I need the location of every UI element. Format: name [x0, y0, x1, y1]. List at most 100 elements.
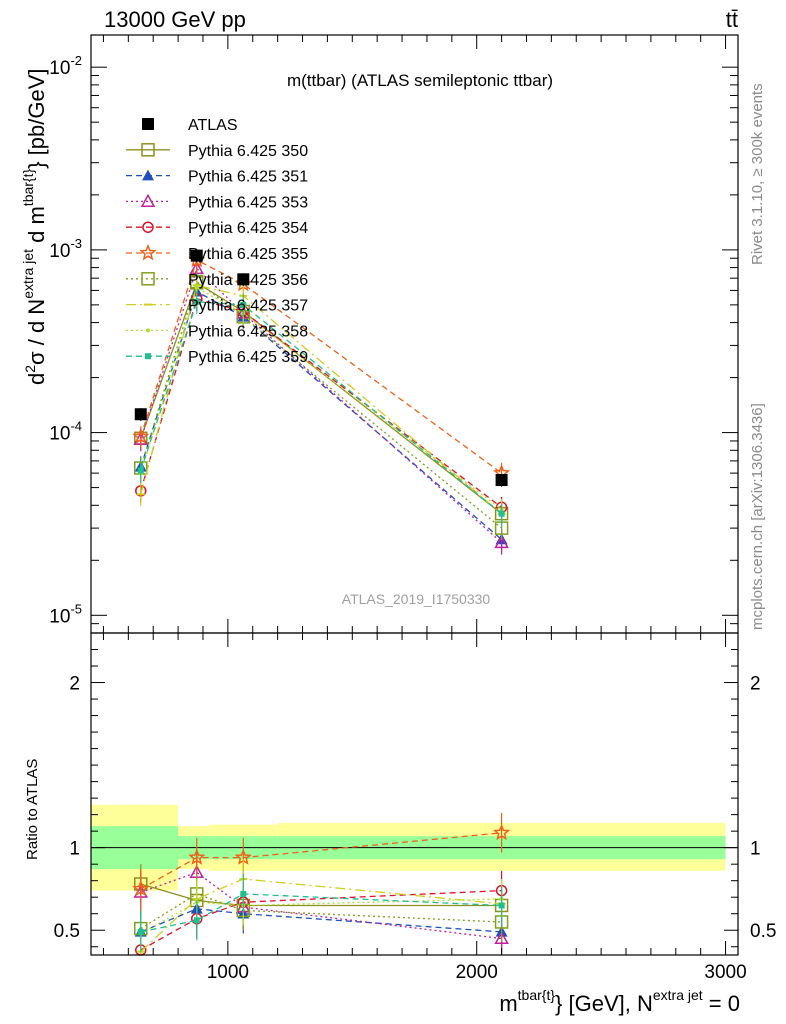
- ylabel-sigma: σ / d N: [24, 299, 49, 365]
- marker: [145, 353, 151, 360]
- ratio-ylabel: Ratio to ATLAS: [24, 759, 41, 860]
- y-tick-label-base: 10: [49, 424, 70, 445]
- marker: [132, 879, 150, 897]
- rivet-label: Rivet 3.1.10, ≥ 300k events: [749, 83, 766, 265]
- y-tick-label: 10-4: [49, 419, 82, 445]
- ratio-line: [140, 878, 502, 953]
- legend-entry: Pythia 6.425 358: [126, 323, 308, 340]
- marker: [146, 328, 150, 333]
- series-pythia-6.425-359: [137, 291, 505, 526]
- legend-label: Pythia 6.425 357: [188, 298, 308, 315]
- series-line: [140, 301, 503, 515]
- series-line: [140, 280, 503, 529]
- header-right: tt̄: [726, 7, 738, 32]
- ratio-series-pythia-6.425-359: [137, 874, 505, 952]
- marker: [141, 272, 155, 286]
- legend-label: Pythia 6.425 359: [188, 349, 308, 366]
- y-tick-label-exp: -3: [70, 236, 82, 251]
- legend-label: ATLAS: [188, 117, 238, 134]
- xlabel-extra: extra jet: [653, 987, 703, 1003]
- series-pythia-6.425-351: [134, 281, 508, 552]
- marker: [137, 467, 144, 474]
- legend-entry: Pythia 6.425 357: [126, 298, 308, 315]
- marker: [142, 169, 154, 181]
- legend-entry: ATLAS: [142, 117, 238, 134]
- marker: [193, 298, 200, 305]
- marker: [494, 930, 509, 945]
- marker: [493, 823, 511, 841]
- marker: [495, 474, 508, 487]
- ratio-frame: [90, 632, 739, 956]
- ylabel-sup2: 2: [22, 365, 38, 373]
- ratio-line: [140, 832, 502, 890]
- marker: [498, 510, 505, 517]
- ratio-axes: 0.5 0.5 1 1 2 2 1000 2000 3000: [54, 632, 776, 983]
- ratio-y-tick-label-right: 1: [750, 839, 761, 860]
- ratio-y-tick-label-right: 0.5: [750, 921, 776, 942]
- legend-entry: Pythia 6.425 354: [126, 220, 308, 237]
- y-tick-label-exp: -5: [70, 601, 82, 616]
- marker: [240, 890, 247, 897]
- plot-title: m(ttbar) (ATLAS semileptonic ttbar): [287, 71, 553, 90]
- series-line: [140, 286, 502, 510]
- main-axes: 10-510-410-310-2: [49, 35, 738, 634]
- xlabel-mid: } [GeV], N: [555, 991, 653, 1016]
- marker: [494, 535, 509, 549]
- ratio-line: [140, 883, 502, 907]
- ratio-line: [140, 893, 502, 930]
- legend-entry: Pythia 6.425 351: [126, 169, 308, 186]
- ratio-line: [140, 893, 502, 933]
- legend-label: Pythia 6.425 356: [188, 272, 308, 289]
- marker: [498, 902, 505, 909]
- series-line: [140, 281, 503, 515]
- legend: ATLAS Pythia 6.425 350 Pythia 6.425 351 Pyt…: [126, 117, 308, 366]
- series-line: [140, 290, 503, 540]
- xlabel-tbar: tbar{t}: [518, 987, 556, 1003]
- legend-entry: Pythia 6.425 356: [126, 272, 308, 289]
- y-tick-label-base: 10: [49, 606, 70, 627]
- marker: [142, 221, 154, 233]
- legend-entry: Pythia 6.425 353: [126, 193, 308, 211]
- xlabel-m: m: [499, 991, 517, 1016]
- y-tick-label-base: 10: [49, 58, 70, 79]
- ylabel-d: d: [24, 373, 49, 385]
- ratio-y-tick-label: 0.5: [54, 921, 80, 942]
- marker: [140, 193, 156, 207]
- ratio-line: [140, 889, 502, 951]
- marker: [134, 408, 147, 421]
- header-left: 13000 GeV pp: [104, 7, 246, 32]
- legend-label: Pythia 6.425 354: [188, 220, 308, 237]
- ratio-y-tick-label-right: 2: [750, 674, 761, 695]
- marker: [132, 427, 150, 444]
- mcplots-label: mcplots.cern.ch [arXiv:1306.3436]: [749, 403, 766, 630]
- y-tick-label: 10-3: [49, 236, 82, 262]
- marker: [142, 118, 154, 130]
- legend-label: Pythia 6.425 355: [188, 246, 308, 263]
- marker: [188, 848, 206, 865]
- x-tick-label: 2000: [456, 962, 498, 983]
- main-plot-area: [132, 249, 511, 555]
- marker: [141, 143, 155, 157]
- ylabel-tbar: tbar{t}: [20, 168, 36, 206]
- ratio-line: [140, 908, 502, 933]
- legend-label: Pythia 6.425 358: [188, 323, 308, 340]
- ratio-plot-area: [91, 804, 738, 956]
- y-tick-label: 10-2: [49, 53, 82, 79]
- legend-label: Pythia 6.425 351: [188, 169, 308, 186]
- ratio-y-tick-label: 2: [69, 674, 80, 695]
- marker: [139, 244, 157, 261]
- marker: [194, 285, 199, 290]
- ratio-series-pythia-6.425-355: [132, 812, 511, 909]
- watermark: ATLAS_2019_I1750330: [342, 591, 491, 607]
- xlabel: mtbar{t}} [GeV], Nextra jet = 0: [499, 987, 740, 1016]
- legend-label: Pythia 6.425 353: [188, 194, 308, 211]
- ratio-y-tick-label: 1: [69, 839, 80, 860]
- marker: [137, 928, 144, 935]
- legend-entry: Pythia 6.425 350: [126, 143, 308, 160]
- y-tick-label-exp: -4: [70, 419, 82, 434]
- ylabel-unit: } [pb/GeV]: [24, 69, 49, 169]
- series-line: [140, 284, 503, 515]
- x-tick-label: 1000: [207, 962, 249, 983]
- ylabel-dm: d m: [24, 206, 49, 249]
